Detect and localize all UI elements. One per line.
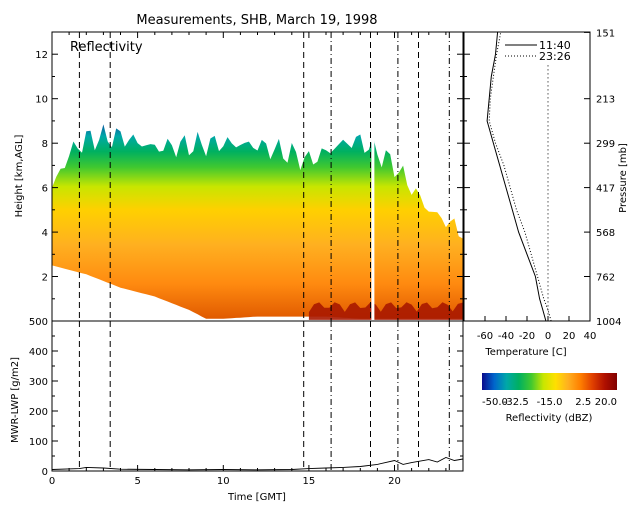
lwp-tick-label: 300 [29, 377, 48, 388]
sounding-line-23-26 [488, 31, 552, 322]
colorbar: -50.0-32.5 -15.0 2.5 20.0 Reflectivity (dBZ… [482, 373, 617, 424]
data-gap [371, 32, 375, 321]
colorbar-tick-label: -32.5 [503, 397, 529, 408]
temperature-tick-label: -40 [498, 331, 514, 342]
time-tick-label: 5 [134, 476, 140, 487]
temperature-axis-label: Temperature [C] [484, 347, 566, 358]
time-tick-label: 20 [388, 476, 401, 487]
time-axis-label: Time [GMT] [227, 492, 286, 503]
lwp-frame [51, 320, 464, 472]
pressure-tick-label: 1004 [596, 317, 621, 328]
cloud-echo-region [52, 124, 463, 319]
height-tick-label: 8 [42, 139, 48, 150]
lwp-tick-label: 200 [29, 407, 48, 418]
lwp-tick-label: 400 [29, 347, 48, 358]
time-tick-label: 10 [217, 476, 230, 487]
reflectivity-panel-label: Reflectivity [70, 40, 143, 55]
height-tick-label: 6 [42, 184, 48, 195]
reflectivity-field [52, 32, 463, 321]
sounding-line-11-40 [486, 31, 547, 322]
colorbar-tick-label: 2.5 [575, 397, 591, 408]
height-tick-label: 2 [42, 273, 48, 284]
colorbar-tick-label: 20.0 [595, 397, 617, 408]
chart-title: Measurements, SHB, March 19, 1998 [136, 13, 377, 28]
pressure-tick-label: 762 [596, 273, 615, 284]
colorbar-label: Reflectivity (dBZ) [506, 413, 593, 424]
lwp-tick-label: 100 [29, 437, 48, 448]
temperature-tick-label: 0 [545, 331, 551, 342]
height-tick-label: 10 [35, 95, 48, 106]
temperature-tick-label: -60 [477, 331, 493, 342]
legend-label-11-40: 11:40 [539, 39, 571, 52]
time-tick-label: 0 [49, 476, 55, 487]
lwp-tick-label: 0 [42, 467, 48, 478]
colorbar-tick-label: -15.0 [537, 397, 563, 408]
pressure-tick-label: 299 [596, 139, 615, 150]
lwp-axis-label: MWR-LWP [g/m2] [10, 357, 21, 443]
height-tick-label: 12 [35, 50, 48, 61]
colorbar-gradient [482, 373, 617, 390]
colorbar-tick-label: -50.0 [482, 397, 508, 408]
strong-echo-band [308, 302, 463, 320]
pressure-tick-label: 568 [596, 228, 615, 239]
pressure-tick-label: 151 [596, 28, 615, 39]
legend-label-23-26: 23:26 [539, 50, 571, 63]
temperature-tick-label: -20 [519, 331, 535, 342]
reflectivity-panel: 2 4 6 8 10 12 Reflectivity Height [km,AGL] [14, 31, 464, 322]
temperature-panel: 1004 762 568 417 299 213 151 -60 -40 -20 0 20 40 11:… [463, 28, 629, 358]
height-axis-label: Height [km,AGL] [14, 135, 25, 218]
temperature-tick-label: 40 [584, 331, 597, 342]
pressure-axis-label: Pressure [mb] [618, 143, 629, 213]
height-tick-label: 4 [42, 228, 48, 239]
temperature-tick-label: 20 [563, 331, 576, 342]
lwp-tick-label: 500 [29, 317, 48, 328]
pressure-tick-label: 417 [596, 184, 615, 195]
time-tick-label: 15 [303, 476, 316, 487]
lwp-series-line [51, 457, 464, 471]
pressure-tick-label: 213 [596, 95, 615, 106]
temperature-frame [463, 31, 591, 322]
